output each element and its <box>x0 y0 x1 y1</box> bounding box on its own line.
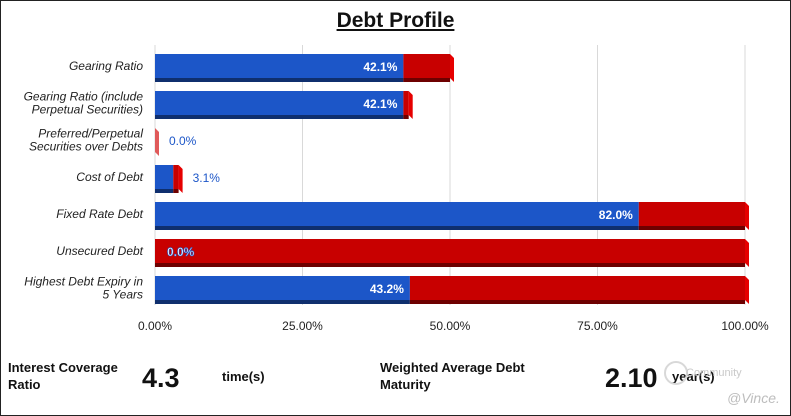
data-label: 43.2% <box>370 282 404 296</box>
data-label: 3.1% <box>193 171 221 185</box>
bar-remainder <box>173 165 179 189</box>
chart-title: Debt Profile <box>336 9 455 32</box>
x-tick-label: 50.00% <box>430 319 471 333</box>
bar-shadow <box>403 115 409 119</box>
category-label: Fixed Rate Debt <box>56 207 143 221</box>
data-label: 42.1% <box>363 60 397 74</box>
bar-remainder <box>638 202 745 226</box>
watermark-community: Community <box>686 367 742 379</box>
data-label: 82.0% <box>599 208 633 222</box>
category-label: Highest Debt Expiry in <box>24 275 143 289</box>
interest-coverage-unit: time(s) <box>222 369 265 384</box>
bar-shadow <box>155 189 174 193</box>
bar-remainder <box>403 54 450 78</box>
x-tick-label: 25.00% <box>282 319 323 333</box>
data-label: 0.0% <box>167 245 195 259</box>
x-tick-label: 0.00% <box>138 319 172 333</box>
bar-end-cap <box>178 165 183 193</box>
data-label: 0.0% <box>169 134 197 148</box>
bar-shadow <box>155 115 404 119</box>
bar-remainder <box>409 276 745 300</box>
category-label: Gearing Ratio (include <box>24 90 144 104</box>
bar-end-cap <box>408 91 413 119</box>
bar-remainder <box>155 239 745 263</box>
category-label: Cost of Debt <box>76 170 143 184</box>
bar-remainder <box>403 91 409 115</box>
category-label: Unsecured Debt <box>56 244 143 258</box>
bar-value <box>155 202 639 226</box>
bar-shadow <box>173 189 179 193</box>
category-label: Securities over Debts <box>29 140 143 154</box>
bar-value <box>155 276 410 300</box>
watermark-author: @Vince. <box>727 390 780 406</box>
bar-end-cap <box>745 202 749 230</box>
bar-shadow <box>403 78 450 82</box>
x-tick-label: 100.00% <box>721 319 769 333</box>
watermark-logo-icon <box>664 361 688 385</box>
data-label: 42.1% <box>363 97 397 111</box>
bar-shadow <box>155 78 404 82</box>
bar-end-cap <box>155 128 159 156</box>
bar-value <box>155 165 174 189</box>
category-label: Perpetual Securities) <box>32 103 143 117</box>
bar-value <box>155 91 404 115</box>
category-label: 5 Years <box>103 288 143 302</box>
bar-shadow <box>638 226 745 230</box>
x-tick-label: 75.00% <box>577 319 618 333</box>
interest-coverage-value: 4.3 <box>142 363 180 393</box>
interest-coverage-label: Interest Coverage Ratio <box>8 360 118 392</box>
bar-end-cap <box>450 54 454 82</box>
bar-value <box>155 54 404 78</box>
bar-end-cap <box>745 276 749 304</box>
bar-chart: 0.00% 25.00% 50.00% 75.00% 100.00% Gearing Ra… <box>24 45 769 333</box>
bar-shadow <box>155 226 639 230</box>
bar-shadow <box>409 300 745 304</box>
category-label: Preferred/Perpetual <box>38 127 143 141</box>
debt-maturity-label: Weighted Average Debt Maturity <box>380 360 525 392</box>
bar-shadow <box>155 300 410 304</box>
debt-maturity-value: 2.10 <box>605 363 658 393</box>
bar-shadow <box>155 263 745 267</box>
category-label: Gearing Ratio <box>69 59 143 73</box>
bar-end-cap <box>745 239 749 267</box>
